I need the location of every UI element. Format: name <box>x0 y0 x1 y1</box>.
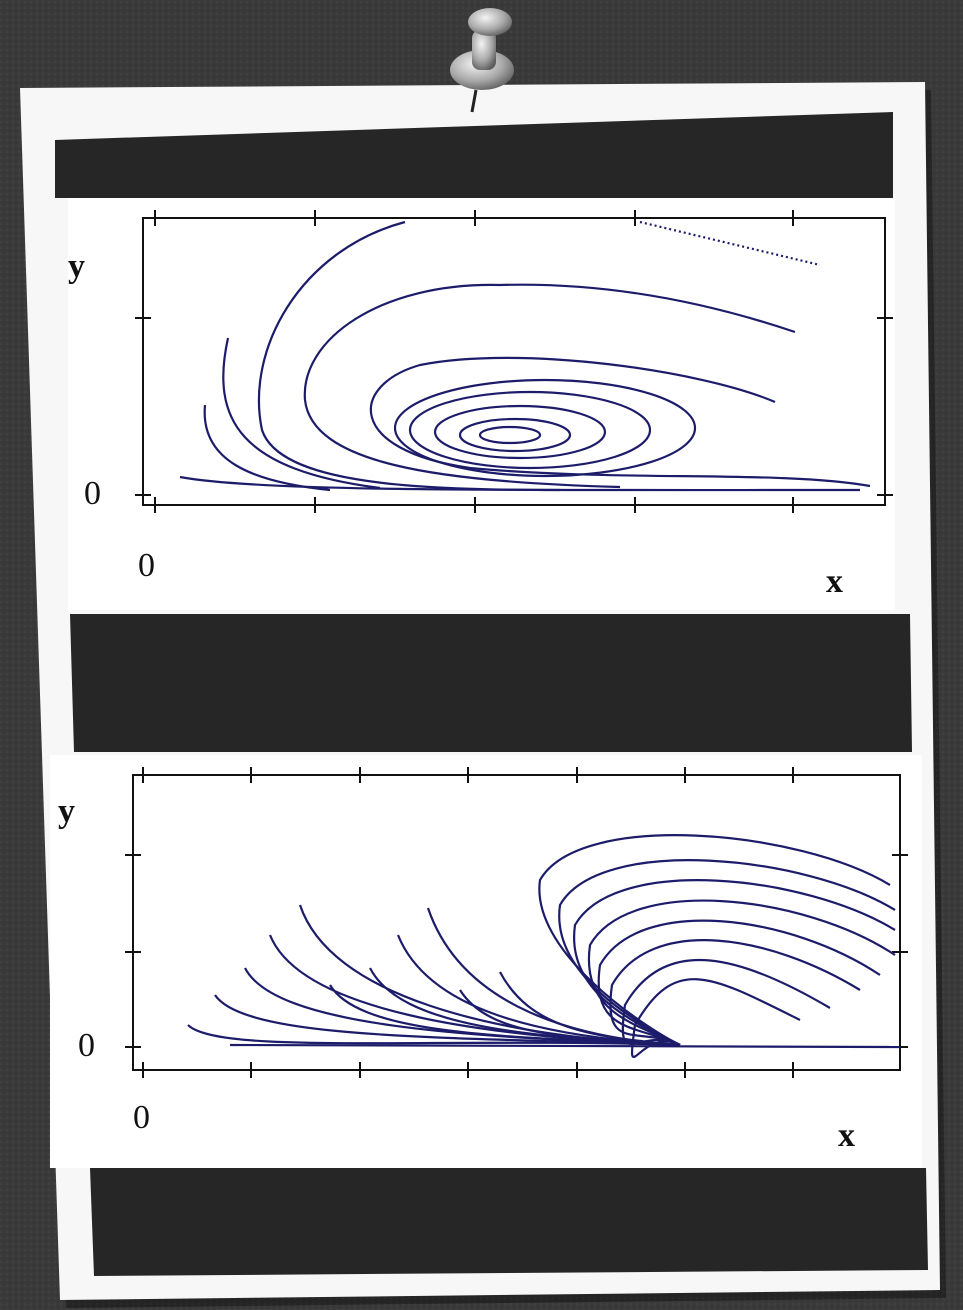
trajectory <box>222 337 381 490</box>
tick-label: 0 <box>133 1099 150 1136</box>
trajectory <box>621 958 831 1046</box>
phase-plot: y 0 0 x <box>68 198 895 610</box>
trajectory <box>303 283 796 489</box>
plot-frame <box>132 774 901 1071</box>
trajectory <box>370 356 871 488</box>
black-bar <box>90 1168 928 1276</box>
trajectories <box>187 834 901 1059</box>
trajectory <box>573 879 896 1046</box>
pin <box>450 8 514 113</box>
trajectory <box>538 834 891 1046</box>
axis-label: y <box>68 248 85 285</box>
axis-label: x <box>838 1117 855 1154</box>
trajectory <box>179 475 861 492</box>
trajectories <box>179 220 871 492</box>
phase-plot: y 0 0 x <box>50 755 922 1168</box>
trajectory <box>630 978 801 1059</box>
tick-label: 0 <box>84 475 101 512</box>
trajectory <box>433 404 607 460</box>
trajectory <box>639 220 821 267</box>
plot-frame <box>142 217 886 506</box>
ticks <box>125 767 908 1078</box>
trajectory <box>609 939 861 1046</box>
trajectory <box>478 425 542 445</box>
plot-area <box>68 198 895 610</box>
tick-label: 0 <box>78 1027 95 1064</box>
ticks <box>135 210 893 513</box>
axis-label: x <box>826 563 843 600</box>
trajectory <box>257 220 561 492</box>
trajectory <box>203 404 331 492</box>
trajectory <box>408 390 652 470</box>
trajectory <box>587 899 896 1046</box>
trajectory <box>393 378 697 478</box>
black-bar <box>70 614 912 752</box>
trajectory <box>229 1043 901 1049</box>
axis-label: y <box>58 793 75 830</box>
plot-area <box>50 755 922 1168</box>
black-bar <box>55 112 893 198</box>
tick-label: 0 <box>138 547 155 584</box>
trajectory <box>458 417 572 453</box>
